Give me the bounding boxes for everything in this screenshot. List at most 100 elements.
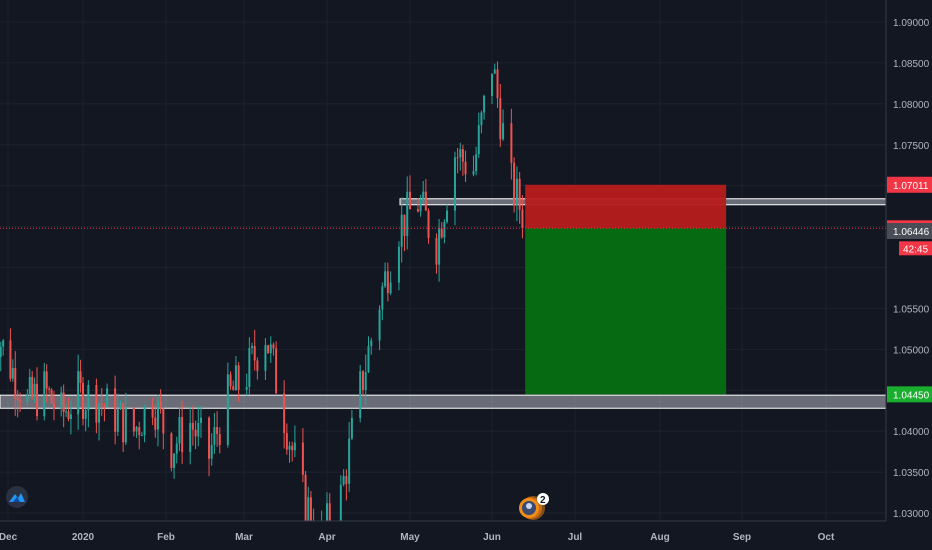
support-resistance-zones bbox=[0, 198, 887, 409]
candle-body bbox=[400, 214, 403, 247]
price-tick-label: 1.03500 bbox=[893, 468, 930, 479]
candle-body bbox=[339, 484, 342, 533]
candle-body bbox=[216, 427, 219, 434]
candle-body bbox=[116, 409, 119, 432]
candle-body bbox=[229, 374, 232, 387]
price-tick-label: 1.04000 bbox=[893, 427, 930, 438]
candle-body bbox=[2, 340, 5, 347]
candle-body bbox=[301, 442, 304, 475]
candle-body bbox=[427, 210, 430, 238]
candle-body bbox=[119, 403, 122, 410]
candle-body bbox=[491, 73, 493, 96]
candle-body bbox=[60, 392, 63, 409]
time-axis-label: Apr bbox=[318, 532, 335, 543]
candle-body bbox=[477, 125, 480, 155]
price-tick-label: 1.08000 bbox=[893, 100, 930, 111]
candle-body bbox=[226, 374, 229, 445]
candle-body bbox=[151, 406, 154, 418]
candle-body bbox=[19, 400, 22, 403]
candle-body bbox=[443, 221, 446, 238]
price-badge: 1.04450 bbox=[887, 386, 932, 403]
candle-body bbox=[208, 417, 211, 459]
candle-body bbox=[499, 98, 502, 140]
candle-body bbox=[69, 414, 72, 419]
time-axis-label: Dec bbox=[0, 532, 18, 543]
candle-body bbox=[456, 157, 459, 159]
candle-body bbox=[26, 394, 29, 403]
time-axis-label: Jul bbox=[568, 532, 583, 543]
candle-body bbox=[48, 388, 51, 390]
candle-body bbox=[194, 429, 197, 437]
tradingview-logo-icon[interactable] bbox=[6, 486, 28, 508]
candle-body bbox=[361, 371, 364, 390]
candle-body bbox=[256, 360, 259, 371]
candle-body bbox=[100, 403, 103, 406]
candle-body bbox=[328, 503, 331, 529]
candle-body bbox=[251, 345, 254, 349]
candle-body bbox=[272, 344, 275, 349]
candle-body bbox=[370, 340, 373, 347]
price-badge: 1.07011 bbox=[887, 176, 932, 193]
candle-body bbox=[475, 154, 478, 172]
candle-body bbox=[367, 346, 370, 373]
candle-body bbox=[309, 497, 312, 526]
price-badge: 1.06446 bbox=[887, 223, 932, 240]
candle-body bbox=[424, 191, 427, 211]
candle-body bbox=[138, 427, 141, 436]
price-tick-label: 1.08500 bbox=[893, 59, 930, 70]
candle-body bbox=[52, 403, 55, 409]
candle-body bbox=[348, 438, 351, 484]
candle-body bbox=[285, 433, 288, 450]
candle-body bbox=[140, 434, 143, 436]
price-axis[interactable]: 1.09000 1.08500 1.08000 1.07500 1.05500 1.050… bbox=[885, 0, 932, 521]
candle-body bbox=[82, 382, 84, 419]
short-position-tool[interactable] bbox=[525, 184, 727, 395]
candle-body bbox=[0, 346, 2, 358]
candle-body bbox=[440, 228, 443, 238]
countdown-badge: 42:45 bbox=[899, 241, 932, 256]
candle-body bbox=[87, 385, 90, 411]
time-axis[interactable]: Dec 2020 Feb Mar Apr May Jun Jul Aug Sep Oct bbox=[0, 520, 932, 550]
candle-body bbox=[345, 476, 348, 484]
take-profit-zone[interactable] bbox=[525, 228, 727, 395]
time-axis-label: Mar bbox=[235, 532, 253, 543]
candle-body bbox=[307, 497, 310, 523]
price-tick-label: 1.05500 bbox=[893, 304, 930, 315]
candle-body bbox=[288, 445, 291, 450]
candle-body bbox=[359, 371, 362, 418]
price-tick-label: 1.05000 bbox=[893, 345, 930, 356]
chart-grid bbox=[0, 0, 886, 521]
candle-body bbox=[143, 406, 146, 435]
candle-body bbox=[210, 444, 213, 459]
time-axis-label: May bbox=[400, 532, 420, 543]
candle-body bbox=[293, 442, 296, 451]
candle-body bbox=[419, 201, 422, 212]
candle-body bbox=[269, 344, 272, 353]
stop-loss-zone[interactable] bbox=[525, 184, 727, 229]
candle-body bbox=[43, 371, 46, 417]
candle-body bbox=[77, 371, 80, 415]
time-axis-label: Jun bbox=[483, 532, 501, 543]
candle-body bbox=[496, 69, 499, 99]
price-badge-label: 1.04450 bbox=[893, 390, 930, 401]
candle-body bbox=[472, 171, 475, 175]
candle-body bbox=[181, 417, 184, 453]
candle-body bbox=[350, 417, 353, 439]
candle-body bbox=[132, 407, 135, 432]
price-tick-label: 1.07500 bbox=[893, 141, 930, 152]
time-axis-label: Oct bbox=[818, 532, 835, 543]
news-event-icon[interactable]: 2 bbox=[519, 493, 549, 520]
candle-body bbox=[14, 367, 17, 399]
sr-zone[interactable] bbox=[0, 394, 887, 409]
candle-body bbox=[422, 191, 425, 202]
candle-body bbox=[264, 345, 267, 371]
candle-body bbox=[28, 376, 31, 395]
candle-body bbox=[9, 340, 12, 379]
price-badge-label: 1.07011 bbox=[893, 181, 929, 192]
candle-body bbox=[435, 237, 438, 265]
candlestick-series bbox=[0, 61, 524, 548]
candle-body bbox=[124, 407, 127, 443]
candle-body bbox=[33, 383, 36, 397]
candle-body bbox=[16, 398, 19, 401]
